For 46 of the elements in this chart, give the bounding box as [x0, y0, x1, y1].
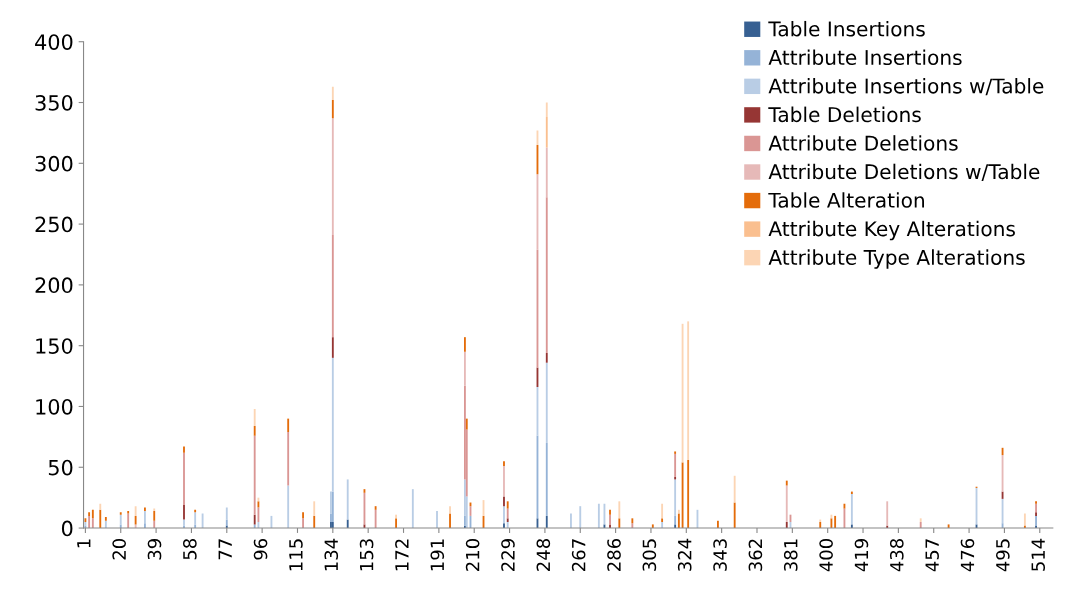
- legend-label: Attribute Deletions: [768, 135, 958, 151]
- legend-label: Attribute Insertions: [768, 49, 962, 66]
- legend-label: Attribute Key Alterations: [768, 220, 1015, 241]
- legend-label: Attribute Insertions w/Table: [768, 78, 1044, 96]
- x-tick-label: 77: [218, 539, 232, 560]
- legend-label: Attribute Deletions w/Table: [768, 163, 1040, 181]
- x-tick-label: 305: [642, 539, 657, 571]
- x-tick-label: 115: [289, 539, 303, 571]
- x-tick-label: 324: [677, 538, 692, 571]
- x-tick-label: 419: [854, 539, 869, 572]
- x-tick-label: 134: [324, 538, 339, 571]
- x-tick-label: 495: [996, 539, 1010, 572]
- x-tick-label: 514: [1031, 538, 1046, 571]
- legend-label: Table Insertions: [768, 20, 925, 37]
- y-tick-label: 0: [61, 520, 73, 537]
- x-tick-label: 267: [571, 539, 586, 571]
- x-tick-label: 476: [960, 538, 975, 572]
- x-tick-label: 20: [112, 538, 126, 560]
- x-tick-label: 381: [783, 539, 798, 571]
- x-tick-label: 210: [465, 538, 480, 571]
- y-tick-label: 300: [35, 155, 73, 172]
- y-tick-label: 150: [36, 338, 73, 354]
- x-tick-label: 172: [395, 539, 409, 571]
- legend-label: Table Deletions: [768, 106, 921, 123]
- x-tick-label: 58: [183, 539, 197, 560]
- x-tick-label: 229: [501, 539, 515, 571]
- y-tick-label: 200: [35, 277, 73, 294]
- y-tick-label: 100: [36, 398, 73, 415]
- legend-label: Attribute Type Alterations: [768, 249, 1025, 269]
- x-tick-label: 438: [889, 539, 904, 572]
- y-tick-label: 250: [35, 216, 73, 233]
- x-tick-label: 286: [607, 538, 621, 571]
- y-tick-label: 400: [35, 34, 73, 50]
- x-tick-label: 1: [77, 539, 91, 548]
- x-tick-label: 343: [713, 539, 727, 571]
- y-tick-label: 350: [35, 94, 73, 111]
- x-tick-label: 96: [253, 538, 268, 560]
- x-tick-label: 191: [430, 539, 445, 571]
- x-tick-label: 457: [925, 539, 939, 572]
- y-tick-label: 50: [48, 459, 73, 476]
- x-tick-label: 248: [536, 539, 551, 571]
- legend-label: Table Alteration: [768, 192, 924, 208]
- x-tick-label: 362: [748, 539, 763, 571]
- x-tick-label: 153: [359, 539, 374, 571]
- x-tick-label: 400: [819, 538, 833, 572]
- x-tick-label: 39: [147, 539, 162, 560]
